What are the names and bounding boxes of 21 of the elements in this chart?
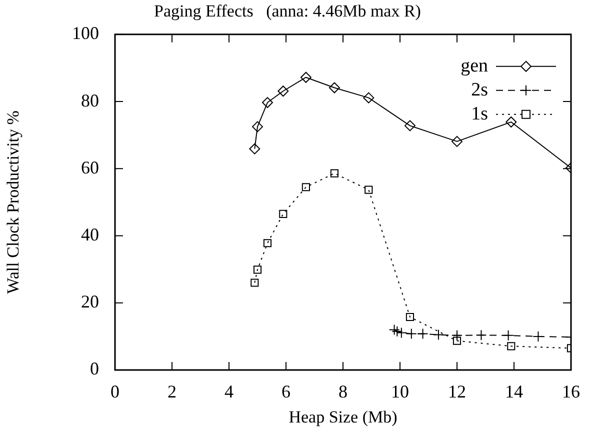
y-tick-label: 40 — [81, 224, 99, 244]
legend-label: gen — [460, 55, 488, 76]
x-tick-label: 12 — [448, 382, 466, 402]
legend-label: 1s — [471, 103, 488, 124]
x-tick-label: 16 — [562, 382, 580, 402]
x-tick-label: 2 — [168, 382, 176, 402]
x-tick-label: 6 — [282, 382, 290, 402]
y-tick-label: 100 — [72, 23, 99, 44]
y-tick-label: 60 — [81, 157, 99, 178]
chart-title: Paging Effects (anna: 4.46Mb max R) — [154, 2, 421, 21]
y-axis-title: Wall Clock Productivity % — [4, 110, 23, 294]
x-tick-label: 4 — [224, 382, 234, 402]
x-tick-label: 0 — [110, 382, 120, 402]
x-tick-label: 8 — [338, 382, 348, 402]
y-tick-label: 0 — [90, 358, 99, 379]
y-tick-label: 20 — [81, 292, 99, 312]
y-tick-label: 80 — [81, 90, 99, 110]
x-axis-title: Heap Size (Mb) — [288, 407, 398, 426]
legend-label: 2s — [471, 79, 488, 100]
x-tick-label: 10 — [391, 382, 409, 402]
x-tick-label: 14 — [505, 382, 523, 402]
